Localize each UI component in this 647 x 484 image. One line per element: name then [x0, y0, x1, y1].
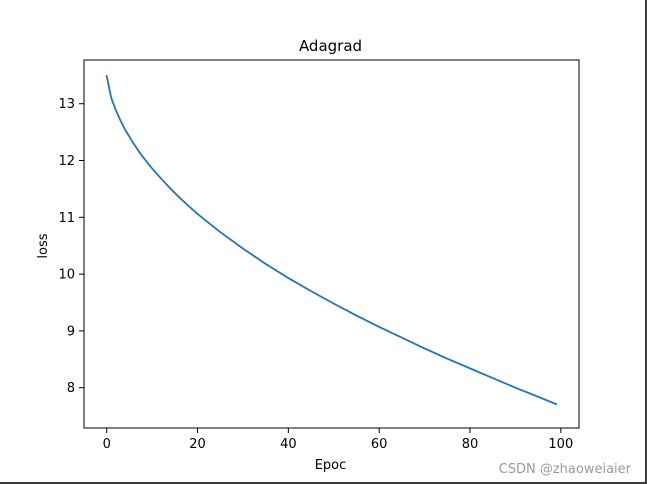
x-tick-label: 60 — [371, 437, 388, 452]
axes-frame — [83, 59, 580, 429]
x-tick-label: 80 — [462, 437, 479, 452]
y-tick-label: 12 — [58, 154, 75, 169]
y-tick-label: 8 — [67, 381, 75, 396]
frame-edge-bottom — [0, 482, 647, 484]
y-tick-label: 10 — [58, 268, 75, 283]
y-tick-label: 11 — [58, 211, 75, 226]
x-tick-label: 0 — [103, 437, 111, 452]
y-axis-label: loss — [36, 233, 51, 258]
chart-title: Adagrad — [299, 37, 362, 55]
axes: 0 20 40 60 80 100 8 9 10 11 12 13 — [58, 59, 580, 452]
x-tick-label: 20 — [189, 437, 206, 452]
y-tick-label: 9 — [67, 324, 75, 339]
plot-area — [105, 75, 558, 406]
frame-edge-right — [645, 0, 647, 484]
x-axis-label: Epoc — [315, 458, 347, 473]
x-tick-label: 100 — [548, 437, 573, 452]
y-tick-label: 13 — [58, 97, 75, 112]
x-tick-label: 40 — [280, 437, 297, 452]
watermark-text: CSDN @zhaoweiaier — [498, 462, 631, 477]
series-line-0 — [105, 75, 558, 406]
